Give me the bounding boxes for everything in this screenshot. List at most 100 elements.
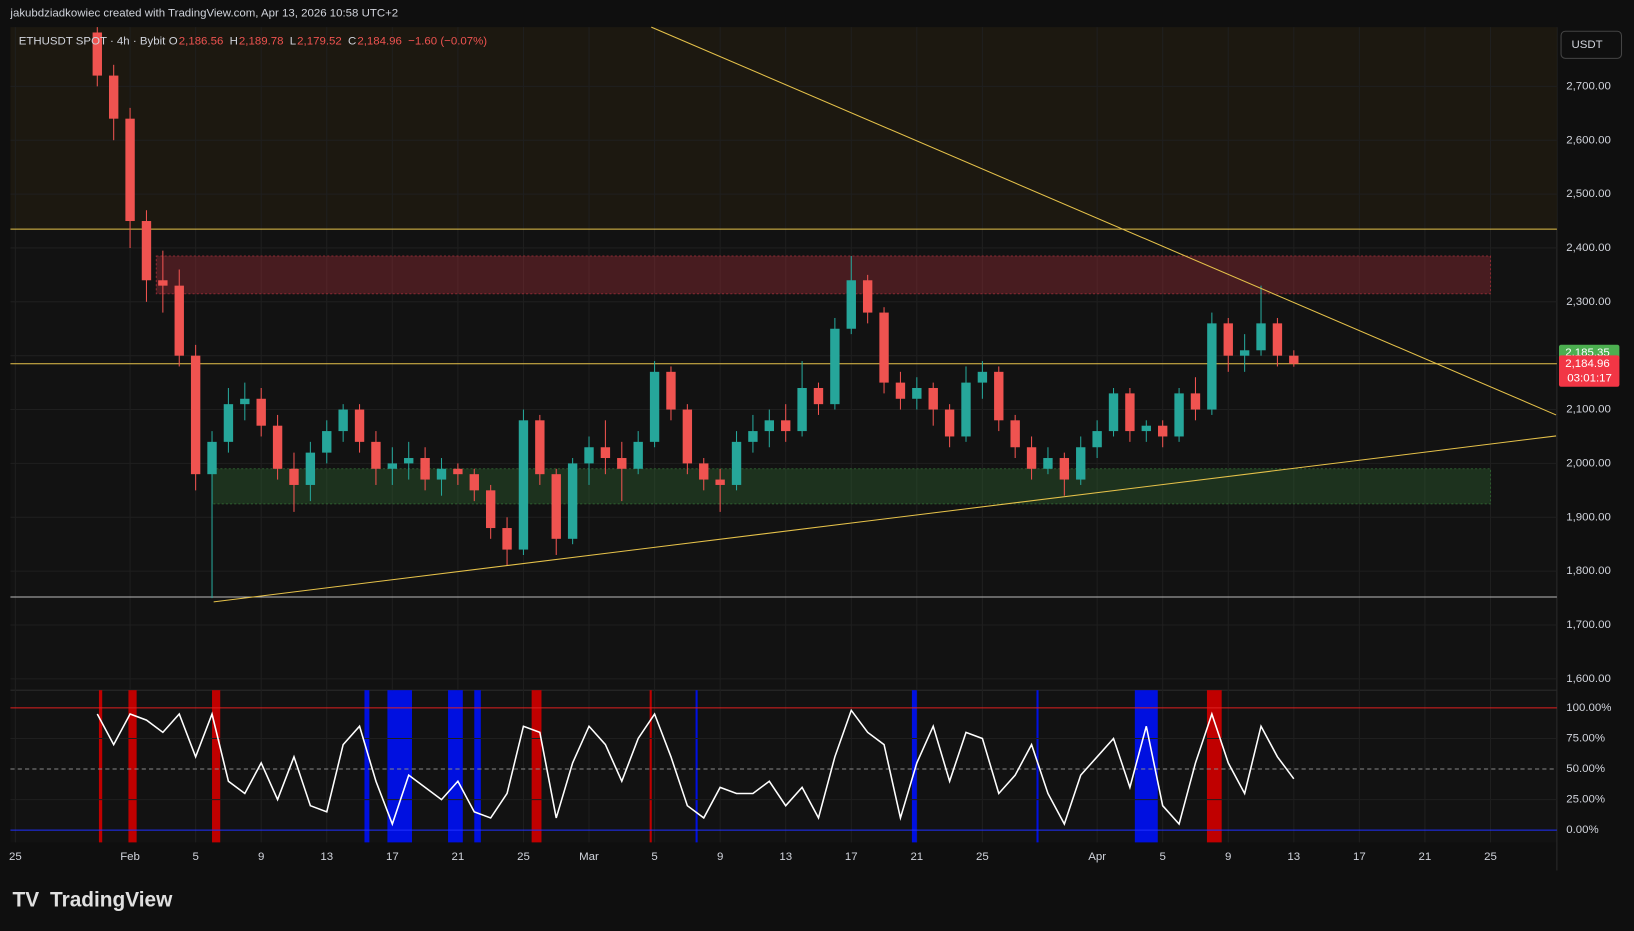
price-zone	[155, 255, 1492, 295]
candle-body	[715, 479, 725, 485]
y-tick-label: 1,800.00	[1566, 565, 1611, 577]
candle-body	[1108, 393, 1119, 432]
candle-body	[666, 371, 676, 410]
candle-body	[895, 382, 906, 399]
signal-span	[649, 690, 652, 843]
x-tick-label: 13	[320, 851, 333, 863]
candle-body	[879, 312, 889, 383]
candle-body	[502, 528, 512, 550]
price-change: −1.60 (−0.07%)	[408, 36, 487, 48]
x-tick-label: 17	[845, 851, 858, 863]
candle-body	[1289, 355, 1299, 364]
candle-body	[1174, 393, 1184, 437]
candle-body	[518, 420, 529, 550]
candle-body	[1043, 458, 1053, 469]
candle-body	[928, 387, 938, 410]
candle-body	[600, 447, 611, 459]
candle-body	[567, 463, 578, 539]
x-tick-label: 13	[1287, 851, 1300, 863]
x-tick-label: 9	[258, 851, 264, 863]
x-tick-label: 17	[1353, 851, 1366, 863]
x-tick-label: 9	[717, 851, 723, 863]
candle-body	[1223, 323, 1233, 356]
candle-body	[322, 431, 332, 453]
candle-body	[1207, 323, 1217, 410]
y-tick-label: 2,500.00	[1566, 188, 1611, 200]
candle-body	[1125, 393, 1135, 432]
candle-body	[272, 425, 283, 469]
signal-span	[1206, 690, 1222, 843]
x-tick-label: 5	[651, 851, 657, 863]
candle-body	[1256, 323, 1266, 351]
x-tick-label: 21	[452, 851, 465, 863]
price-zone	[211, 468, 1492, 505]
candle-body	[682, 409, 693, 464]
trendline	[651, 26, 1557, 416]
candle-body	[781, 420, 791, 432]
candle-body	[1010, 420, 1020, 448]
candle-body	[387, 463, 398, 469]
candle-body	[420, 458, 430, 480]
currency-button[interactable]	[1560, 30, 1623, 59]
y-tick-label: 1,600.00	[1566, 673, 1611, 685]
x-tick-label: 21	[1419, 851, 1432, 863]
candle-body	[453, 468, 463, 475]
ohlc-value: 2,184.96	[357, 36, 402, 48]
signal-span	[128, 690, 137, 843]
candle-body	[1026, 447, 1037, 469]
x-tick-label: 5	[1160, 851, 1166, 863]
brand-mark: TV	[13, 888, 40, 911]
candle-body	[223, 404, 234, 442]
y2-tick-label: 25.00%	[1566, 794, 1605, 806]
x-tick-label: 25	[517, 851, 530, 863]
y2-tick-label: 50.00%	[1566, 763, 1605, 775]
y-tick-label: 2,600.00	[1566, 134, 1611, 146]
candle-body	[994, 371, 1004, 421]
candle-body	[354, 409, 365, 442]
last-price-tag	[1558, 355, 1620, 387]
candle-body	[125, 118, 135, 222]
signal-span	[531, 690, 542, 843]
candle-body	[633, 441, 643, 469]
x-tick-label: Feb	[120, 851, 140, 863]
x-tick-label: 25	[9, 851, 22, 863]
x-tick-label: 9	[1225, 851, 1231, 863]
x-tick-label: 13	[779, 851, 792, 863]
y-tick-label: 2,700.00	[1566, 80, 1611, 92]
candle-body	[977, 371, 988, 383]
candle-body	[240, 398, 250, 405]
ohlc-value: 2,179.52	[297, 36, 342, 48]
candle-body	[1157, 425, 1168, 437]
candle-body	[944, 409, 955, 437]
signal-span	[1036, 690, 1039, 843]
ohlc-key: H	[230, 36, 238, 48]
x-tick-label: 5	[192, 851, 198, 863]
candle-body	[535, 420, 545, 475]
candle-body	[912, 387, 922, 399]
y-tick-label: 2,100.00	[1566, 404, 1611, 416]
candle-body	[485, 490, 496, 529]
signal-span	[387, 690, 412, 843]
x-tick-label: Mar	[579, 851, 599, 863]
candle-body	[699, 463, 709, 480]
candle-body	[436, 468, 447, 480]
y-tick-label: 2,400.00	[1566, 242, 1611, 254]
x-tick-label: 17	[386, 851, 399, 863]
y2-tick-label: 100.00%	[1566, 702, 1611, 714]
resistance-tint	[10, 27, 1557, 230]
x-tick-label: 25	[1484, 851, 1497, 863]
candle-body	[141, 221, 152, 281]
x-tick-label: Apr	[1088, 851, 1106, 863]
candle-body	[108, 75, 119, 119]
candle-body	[207, 441, 217, 475]
candle-body	[174, 285, 184, 356]
signal-span	[911, 690, 917, 843]
candle-body	[1059, 458, 1070, 480]
y2-tick-label: 75.00%	[1566, 732, 1605, 744]
ohlc-key: L	[290, 36, 296, 48]
y-tick-label: 1,700.00	[1566, 619, 1611, 631]
x-tick-label: 21	[910, 851, 923, 863]
candle-body	[371, 441, 381, 469]
